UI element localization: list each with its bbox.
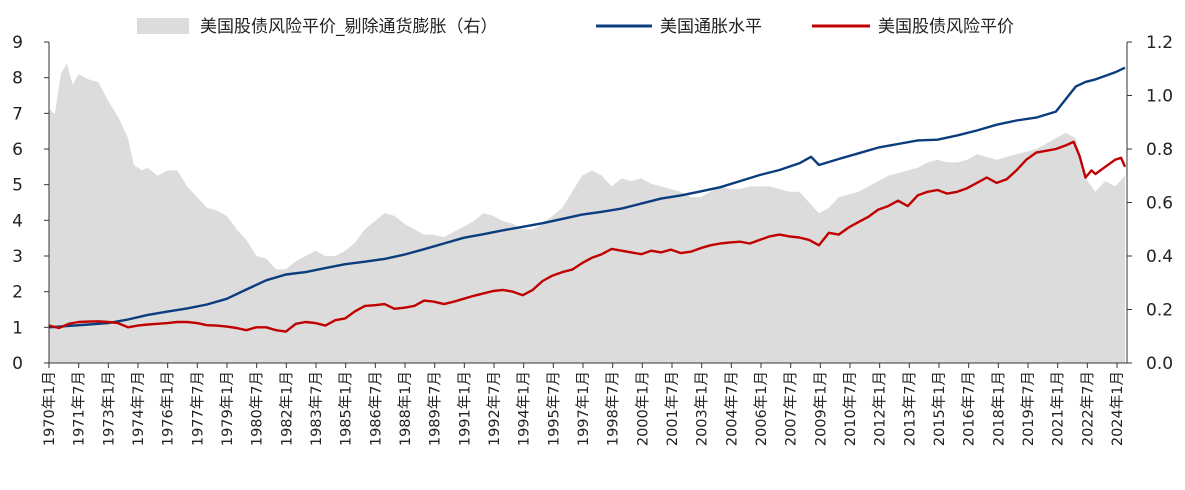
x-tick-label: 1997年1月 <box>575 371 592 446</box>
x-tick-label: 2010年7月 <box>842 371 859 446</box>
legend-item-inflation: 美国通胀水平 <box>596 17 762 37</box>
x-tick-label: 1979年1月 <box>219 371 236 446</box>
x-tick-label: 1970年1月 <box>41 371 58 446</box>
x-tick-label: 2006年1月 <box>753 371 770 446</box>
x-tick-label: 2016年7月 <box>961 371 978 446</box>
x-tick-label: 1998年7月 <box>605 371 622 446</box>
y-right-tick-label: 0.6 <box>1146 194 1173 214</box>
x-tick-label: 1983年7月 <box>308 371 325 446</box>
y-left-tick-label: 9 <box>12 33 23 53</box>
x-tick-label: 1995年7月 <box>545 371 562 446</box>
x-tick-label: 1988年1月 <box>397 371 414 446</box>
x-tick-label: 2009年1月 <box>812 371 829 446</box>
x-tick-label: 1991年1月 <box>456 371 473 446</box>
x-tick-label: 2001年7月 <box>664 371 681 446</box>
y-left-tick-label: 1 <box>12 318 23 338</box>
legend-swatch-area <box>137 18 189 34</box>
x-tick-label: 1986年7月 <box>367 371 384 446</box>
x-tick-label: 1994年1月 <box>516 371 533 446</box>
y-left-tick-label: 6 <box>12 140 23 160</box>
axes-layer: 0 1 2 3 4 5 6 7 8 9 0.0 0.2 0.4 0.6 0.8 1.0 1.2 1970年1月 19… <box>12 33 1173 446</box>
y-right-tick-label: 0.4 <box>1146 247 1173 267</box>
x-tick-label: 1973年1月 <box>100 371 117 446</box>
x-tick-label: 1980年7月 <box>249 371 266 446</box>
x-tick-label: 2021年1月 <box>1050 371 1067 446</box>
x-tick-label: 1985年1月 <box>338 371 355 446</box>
x-tick-label: 1971年7月 <box>71 371 88 446</box>
x-tick-label: 1982年1月 <box>278 371 295 446</box>
legend-label-area: 美国股债风险平价_剔除通货膨胀（右） <box>200 17 498 37</box>
legend-label-riskparity: 美国股债风险平价 <box>878 17 1014 37</box>
x-tick-label: 1977年7月 <box>189 371 206 446</box>
x-tick-label: 2012年1月 <box>872 371 889 446</box>
x-tick-label: 2013年7月 <box>901 371 918 446</box>
x-tick-label: 2003年1月 <box>694 371 711 446</box>
y-left-tick-label: 7 <box>12 104 23 124</box>
legend-label-inflation: 美国通胀水平 <box>660 17 762 37</box>
x-tick-label: 2000年1月 <box>634 371 651 446</box>
legend-item-area: 美国股债风险平价_剔除通货膨胀（右） <box>137 17 498 37</box>
y-right-tick-label: 0.2 <box>1146 301 1173 321</box>
x-tick-label: 1992年7月 <box>486 371 503 446</box>
y-left-tick-label: 8 <box>12 69 23 89</box>
x-tick-label: 1989年7月 <box>427 371 444 446</box>
x-tick-label: 2007年7月 <box>783 371 800 446</box>
y-right-tick-label: 0.8 <box>1146 140 1173 160</box>
line-layer <box>48 66 1127 333</box>
x-tick-label: 1974年7月 <box>130 371 147 446</box>
x-tick-label: 2019年7月 <box>1020 371 1037 446</box>
line-series-1 <box>48 66 1126 329</box>
x-tick-label: 1976年1月 <box>160 371 177 446</box>
legend-item-riskparity: 美国股债风险平价 <box>812 17 1014 37</box>
y-left-tick-label: 2 <box>12 283 23 303</box>
y-left-tick-label: 4 <box>12 211 23 231</box>
x-tick-label: 2015年1月 <box>931 371 948 446</box>
legend: 美国股债风险平价_剔除通货膨胀（右） 美国通胀水平 美国股债风险平价 <box>137 17 1014 37</box>
y-right-tick-label: 0.0 <box>1146 354 1173 374</box>
line-series-2 <box>48 140 1127 333</box>
x-tick-label: 2022年7月 <box>1079 371 1096 446</box>
x-tick-label: 2018年1月 <box>990 371 1007 446</box>
x-tick-label: 2004年7月 <box>723 371 740 446</box>
y-left-tick-label: 0 <box>12 354 23 374</box>
y-right-tick-label: 1.0 <box>1146 87 1173 107</box>
x-tick-label: 2024年1月 <box>1109 371 1126 446</box>
y-right-tick-label: 1.2 <box>1146 33 1173 53</box>
y-left-tick-label: 3 <box>12 247 23 267</box>
y-left-tick-label: 5 <box>12 176 23 196</box>
